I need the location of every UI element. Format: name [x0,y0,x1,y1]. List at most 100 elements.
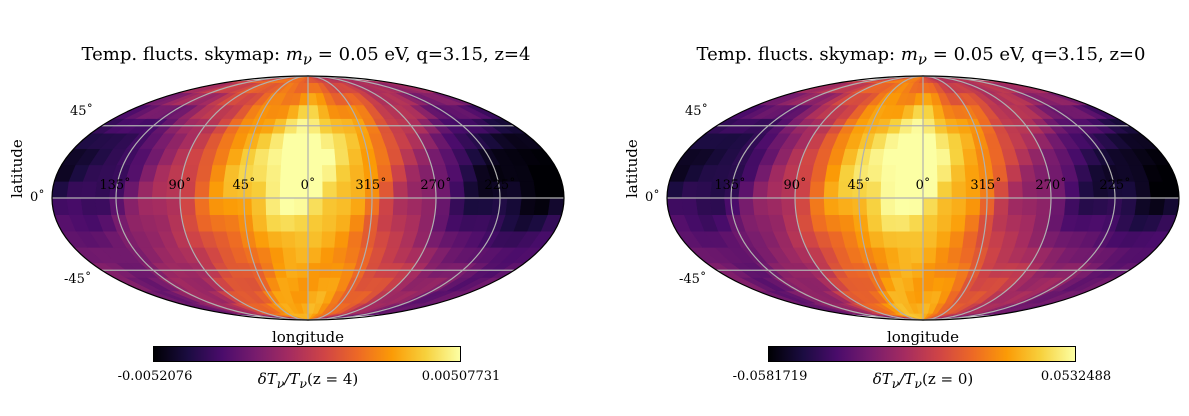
sky-pixel [406,197,423,215]
sky-pixel [961,148,979,166]
sky-pixel [709,197,727,215]
y-axis-label: latitude [623,139,641,198]
sky-pixel [137,181,154,199]
sky-pixel [1133,197,1151,215]
title-math-sub: ν [302,50,313,69]
cbar-label-sub2: ν [914,376,923,391]
sky-pixel [837,197,853,215]
sky-pixel [695,197,713,215]
sky-pixel [808,197,825,215]
sky-pixel [279,197,295,215]
sky-pixel [894,164,910,182]
sky-pixel [948,230,965,248]
sky-pixel [922,230,937,248]
sky-pixel [94,197,112,215]
sky-pixel [950,164,966,182]
sky-pixel [991,214,1008,232]
cbar-label-rest: /T [284,370,300,388]
sky-pixel [321,197,337,215]
title-math: m [285,44,303,65]
sky-pixel [950,214,966,232]
lon-tick-0: 0˚ [915,178,931,193]
sky-pixel [348,214,365,232]
colorbar [768,346,1076,362]
sky-pixel [1162,181,1180,199]
sky-pixel [307,246,322,264]
sky-pixel [964,197,981,215]
sky-pixel [680,181,698,199]
sky-pixel [838,214,855,232]
sky-pixel [908,197,924,215]
lon-tick-135: 135˚ [714,178,746,193]
sky-pixel [909,246,924,264]
sky-pixel [794,197,811,215]
sky-pixel [321,214,337,232]
sky-pixel [865,197,882,215]
sky-pixel [894,181,910,199]
sky-pixel [766,197,783,215]
sky-pixel [265,164,281,182]
sky-pixel [518,181,536,199]
sky-pixel [346,148,364,166]
sky-pixel [934,132,950,150]
lon-tick-270: 270˚ [420,178,452,193]
title-math: m [900,44,918,65]
cbar-label-sub1: ν [891,376,900,391]
sky-pixel [251,214,268,232]
sky-pixel [752,181,769,199]
sky-pixel [946,246,963,264]
sky-pixel [504,197,522,215]
sky-pixel [281,246,297,264]
sky-pixel [1063,197,1080,215]
sky-pixel [909,132,924,150]
sky-pixel [1004,214,1022,232]
sky-pixel [950,181,966,199]
sky-pixel [1077,181,1094,199]
cbar-label-rest: /T [899,370,915,388]
sky-pixel [307,104,320,119]
sky-pixel [279,214,295,232]
sky-pixel [307,277,320,292]
sky-pixel [909,230,924,248]
sky-pixel [208,181,224,199]
sky-pixel [280,148,296,166]
colorbar-title: δTν/Tν(z = 0) [873,370,974,391]
sky-pixel [737,197,755,215]
sky-pixel [448,197,465,215]
sky-pixel [922,148,937,166]
cbar-label-main: δT [257,370,277,388]
sky-pixel [533,181,551,199]
lon-tick-45: 45˚ [847,178,871,193]
sky-pixel [222,197,238,215]
sky-pixel [420,197,437,215]
sky-pixel [294,148,309,166]
sky-pixel [280,230,296,248]
sky-pixel [880,164,896,182]
sky-pixel [896,132,912,150]
sky-pixel [349,197,366,215]
colorbar-min-label: -0.0052076 [117,369,193,384]
sky-pixel [462,197,479,215]
sky-pixel [880,181,896,199]
sky-pixel [908,214,924,232]
title-suffix: = 0.05 eV, q=3.15, z=4 [312,44,531,65]
sky-pixel [948,148,965,166]
sky-pixel [151,197,168,215]
title-prefix: Temp. flucts. skymap: [81,44,286,65]
sky-pixel [936,164,952,182]
sky-pixel [936,214,952,232]
colorbar [153,346,461,362]
lon-tick-315: 315˚ [355,178,387,193]
sky-pixel [65,197,83,215]
sky-pixel [963,214,980,232]
sky-pixel [1004,164,1022,182]
lat-tick-minus45: -45˚ [64,272,92,287]
sky-pixel [223,214,240,232]
cbar-label-z: (z = 4) [307,370,359,388]
sky-pixel [389,214,407,232]
cbar-label-z: (z = 0) [922,370,974,388]
lat-tick-0: 0˚ [30,190,45,205]
cbar-label-sub2: ν [299,376,308,391]
skymap-panel-z0: Temp. flucts. skymap: mν = 0.05 eV, q=3.… [615,0,1189,416]
sky-pixel [294,132,309,150]
